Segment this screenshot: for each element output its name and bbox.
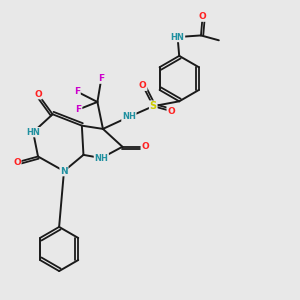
Text: F: F xyxy=(98,74,104,83)
Text: HN: HN xyxy=(26,128,40,136)
Text: S: S xyxy=(150,101,157,111)
Text: HN: HN xyxy=(171,32,184,41)
Text: NH: NH xyxy=(122,112,136,122)
Text: O: O xyxy=(199,12,206,21)
Text: O: O xyxy=(13,158,21,167)
Text: F: F xyxy=(76,105,82,114)
Text: O: O xyxy=(34,90,42,99)
Text: F: F xyxy=(74,87,80,96)
Text: O: O xyxy=(167,106,175,116)
Text: N: N xyxy=(60,167,68,176)
Text: O: O xyxy=(139,81,147,90)
Text: NH: NH xyxy=(94,154,108,163)
Text: O: O xyxy=(141,142,149,151)
